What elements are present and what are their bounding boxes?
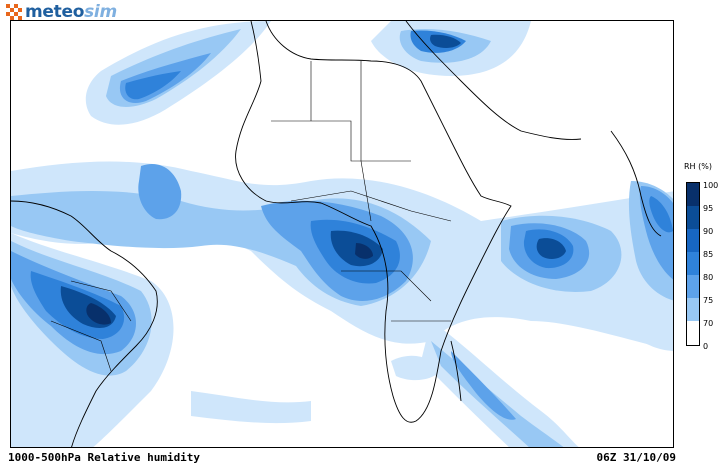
country-borders — [50, 61, 452, 372]
legend-tick-95: 95 — [703, 204, 714, 213]
legend-tick-75: 75 — [703, 296, 714, 305]
legend-swatch-90-95 — [687, 206, 699, 229]
logo-text-primary: meteo — [25, 2, 85, 22]
legend-swatch-85-90 — [687, 229, 699, 252]
humidity-map — [10, 20, 674, 448]
rh-legend: RH (%) 100 95 90 85 80 75 70 0 — [684, 162, 720, 362]
legend-title: RH (%) — [684, 162, 712, 171]
legend-tick-70: 70 — [703, 319, 714, 328]
legend-swatch-95-100 — [687, 183, 699, 206]
legend-tick-100: 100 — [703, 181, 719, 190]
legend-tick-85: 85 — [703, 250, 714, 259]
legend-swatch-75-80 — [687, 275, 699, 298]
variable-label: 1000-500hPa Relative humidity — [8, 451, 201, 464]
checker-pinwheel-icon — [6, 4, 22, 20]
legend-tick-0: 0 — [703, 342, 709, 351]
legend-colorbar — [686, 182, 700, 346]
legend-swatch-70-75 — [687, 298, 699, 321]
legend-tick-90: 90 — [703, 227, 714, 236]
humidity-band-95 — [86, 243, 373, 325]
legend-swatch-80-85 — [687, 252, 699, 275]
coastlines — [11, 21, 662, 447]
legend-tick-80: 80 — [703, 273, 714, 282]
map-canvas — [11, 21, 673, 447]
meteosim-logo: meteo sim — [6, 2, 117, 22]
timestamp-label: 06Z 31/10/09 — [596, 451, 676, 464]
logo-text-secondary: sim — [84, 2, 117, 22]
legend-swatch-0-70 — [687, 321, 699, 345]
